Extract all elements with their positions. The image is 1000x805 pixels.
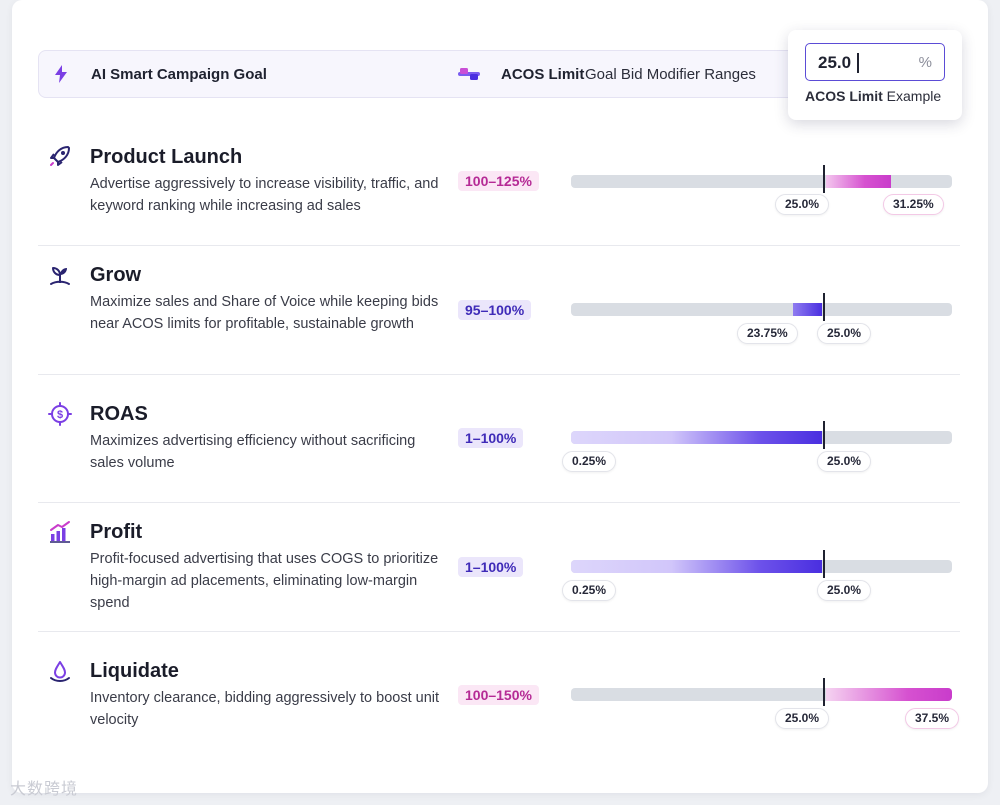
acos-limit-label: ACOS Limit [501, 66, 585, 83]
percent-unit: % [918, 54, 932, 71]
range-fill [571, 560, 822, 573]
goal-row-profit[interactable]: Profit Profit-focused advertising that u… [38, 503, 960, 632]
dollar-target-icon: $ [48, 402, 72, 426]
acos-limit-value: 25.0 [818, 53, 852, 72]
row-divider [38, 374, 960, 375]
range-start-chip: 25.0% [775, 708, 830, 729]
goals-card [12, 0, 988, 793]
acos-limit-marker [823, 550, 825, 578]
rocket-icon [50, 146, 70, 166]
range-badge: 100–150% [458, 685, 539, 705]
range-track [571, 303, 952, 316]
goal-title: Liquidate [90, 660, 179, 682]
range-badge: 1–100% [458, 428, 524, 448]
range-end-chip: 25.0% [817, 451, 872, 472]
range-fill [793, 303, 822, 316]
goal-row-grow[interactable]: Grow Maximize sales and Share of Voice w… [38, 246, 960, 375]
goal-description: Profit-focused advertising that uses COG… [90, 551, 439, 611]
caption-bold: ACOS Limit [805, 88, 883, 104]
goal-description: Inventory clearance, bidding aggressivel… [90, 690, 440, 728]
goal-description: Advertise aggressively to increase visib… [90, 176, 439, 214]
row-divider [38, 631, 960, 632]
range-end-chip: 25.0% [817, 323, 872, 344]
goal-description: Maximizes advertising efficiency without… [90, 433, 416, 471]
acos-example-caption: ACOS Limit Example [805, 88, 941, 104]
range-track [571, 688, 952, 701]
goal-title: Product Launch [90, 146, 243, 168]
acos-limit-marker [823, 165, 825, 193]
acos-limit-input[interactable]: 25.0 % [805, 43, 945, 81]
text-caret [857, 53, 859, 73]
acos-limit-marker [823, 293, 825, 321]
water-drop-icon [50, 661, 70, 682]
goal-description: Maximize sales and Share of Voice while … [90, 294, 439, 332]
range-track [571, 175, 952, 188]
sprout-icon [50, 267, 70, 285]
goal-column-label: AI Smart Campaign Goal [91, 66, 267, 83]
range-track [571, 431, 952, 444]
range-start-chip: 23.75% [737, 323, 798, 344]
range-start-chip: 0.25% [562, 451, 617, 472]
range-badge: 95–100% [458, 300, 532, 320]
goal-title: Grow [90, 264, 142, 286]
range-end-chip: 37.5% [905, 708, 960, 729]
range-track [571, 560, 952, 573]
range-flag-icon [458, 68, 480, 80]
row-divider [38, 245, 960, 246]
watermark-logo: 大数跨境 [10, 781, 79, 798]
bid-modifier-label: Goal Bid Modifier Ranges [585, 66, 756, 83]
acos-example-panel: 25.0 % ACOS Limit Example [788, 30, 962, 120]
range-badge: 1–100% [458, 557, 524, 577]
bar-chart-icon [50, 521, 70, 543]
range-start-chip: 25.0% [775, 194, 830, 215]
svg-text:$: $ [57, 409, 63, 421]
goal-title: Profit [90, 521, 143, 543]
range-fill [571, 431, 822, 444]
row-divider [38, 502, 960, 503]
range-fill [826, 175, 891, 188]
range-start-chip: 0.25% [562, 580, 617, 601]
caption-rest: Example [886, 88, 942, 104]
goal-row-roas[interactable]: $ ROAS Maximizes advertising efficiency … [38, 375, 960, 503]
range-end-chip: 25.0% [817, 580, 872, 601]
goal-row-liquidate[interactable]: Liquidate Inventory clearance, bidding a… [38, 632, 960, 752]
goal-row-product-launch[interactable]: Product Launch Advertise aggressively to… [38, 130, 960, 246]
range-badge: 100–125% [458, 171, 539, 191]
lightning-icon [55, 65, 67, 83]
range-end-chip: 31.25% [883, 194, 944, 215]
acos-limit-marker [823, 421, 825, 449]
range-fill [826, 688, 952, 701]
acos-limit-marker [823, 678, 825, 706]
goal-title: ROAS [90, 403, 148, 425]
